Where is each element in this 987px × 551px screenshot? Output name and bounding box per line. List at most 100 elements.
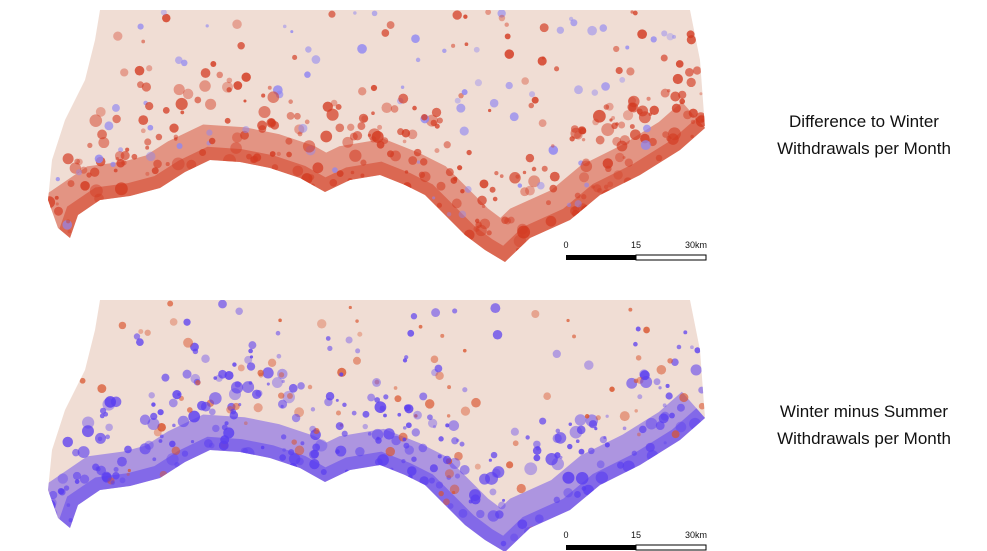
hotspot [191, 440, 194, 443]
hotspot [377, 454, 389, 466]
hotspot [120, 68, 128, 76]
hotspot [636, 327, 641, 332]
hotspot [490, 303, 500, 313]
hotspot [485, 472, 498, 485]
hotspot [283, 25, 287, 29]
hotspot [225, 118, 231, 124]
hotspot [526, 154, 534, 162]
hotspot [292, 55, 297, 60]
hotspot [488, 510, 499, 521]
hotspot [435, 124, 440, 129]
hotspot [287, 112, 295, 120]
hotspot [693, 66, 701, 74]
hotspot [683, 330, 687, 334]
hotspot [437, 182, 446, 191]
hotspot [42, 244, 48, 250]
hotspot [78, 446, 90, 458]
hotspot [672, 430, 680, 438]
hotspot [521, 77, 529, 85]
hotspot [204, 439, 213, 448]
hotspot [700, 347, 704, 351]
hotspot [594, 427, 597, 430]
hotspot [540, 23, 549, 32]
hotspot [167, 301, 173, 307]
hotspot [355, 319, 358, 322]
hotspot [636, 355, 642, 361]
hotspot [577, 426, 586, 435]
hotspot [490, 99, 499, 108]
hotspot [419, 476, 428, 485]
hotspot [305, 46, 311, 52]
hotspot [237, 42, 244, 49]
hotspot [517, 484, 526, 493]
hotspot [288, 99, 293, 104]
hotspot [406, 422, 412, 428]
hotspot [223, 154, 236, 167]
hotspot [49, 491, 57, 499]
hotspot [628, 96, 639, 107]
hotspot [248, 349, 253, 354]
hotspot [452, 491, 455, 494]
hotspot [166, 162, 170, 166]
hotspot [76, 169, 82, 175]
hotspot [453, 10, 462, 19]
panel-label: Difference to Winter [789, 112, 939, 131]
hotspot [639, 426, 647, 434]
hotspot [656, 155, 663, 162]
hotspot [637, 433, 641, 437]
hotspot [335, 449, 340, 454]
hotspot [436, 481, 443, 488]
hotspot [444, 141, 451, 148]
hotspot [242, 126, 249, 133]
hotspot [516, 248, 520, 252]
hotspot [141, 40, 145, 44]
hotspot [205, 99, 216, 110]
hotspot [336, 422, 344, 430]
hotspot [689, 418, 701, 430]
hotspot [511, 428, 519, 436]
hotspot [447, 212, 451, 216]
hotspot [288, 449, 294, 455]
hotspot [476, 510, 484, 518]
hotspot [687, 35, 696, 44]
hotspot [390, 468, 393, 471]
hotspot [232, 19, 241, 28]
hotspot [475, 219, 480, 224]
hotspot [327, 346, 332, 351]
hotspot [502, 499, 505, 502]
hotspot [353, 131, 362, 140]
hotspot [117, 457, 127, 467]
hotspot [431, 356, 439, 364]
hotspot [67, 503, 71, 507]
scale-bar-label: 0 [563, 240, 568, 250]
hotspot [601, 82, 610, 91]
hotspot [174, 84, 185, 95]
hotspot [664, 441, 667, 444]
hotspot [297, 382, 304, 389]
hotspot [46, 464, 49, 467]
hotspot [377, 141, 385, 149]
hotspot [68, 180, 75, 187]
hotspot [593, 184, 601, 192]
hotspot [505, 49, 514, 58]
hotspot [353, 11, 356, 14]
hotspot [572, 334, 576, 338]
hotspot [233, 81, 242, 90]
hotspot [667, 89, 670, 92]
hotspot [460, 127, 469, 136]
hotspot [438, 454, 442, 458]
hotspot [448, 420, 459, 431]
hotspot [349, 150, 361, 162]
hotspot [352, 411, 357, 416]
hotspot [566, 319, 569, 322]
hotspot [141, 128, 146, 133]
hotspot [309, 426, 316, 433]
hotspot [152, 167, 159, 174]
hotspot [505, 23, 509, 27]
hotspot [605, 166, 611, 172]
hotspot [104, 121, 113, 130]
hotspot [320, 131, 332, 143]
hotspot [624, 177, 632, 185]
hotspot [691, 364, 702, 375]
hotspot [633, 11, 638, 16]
